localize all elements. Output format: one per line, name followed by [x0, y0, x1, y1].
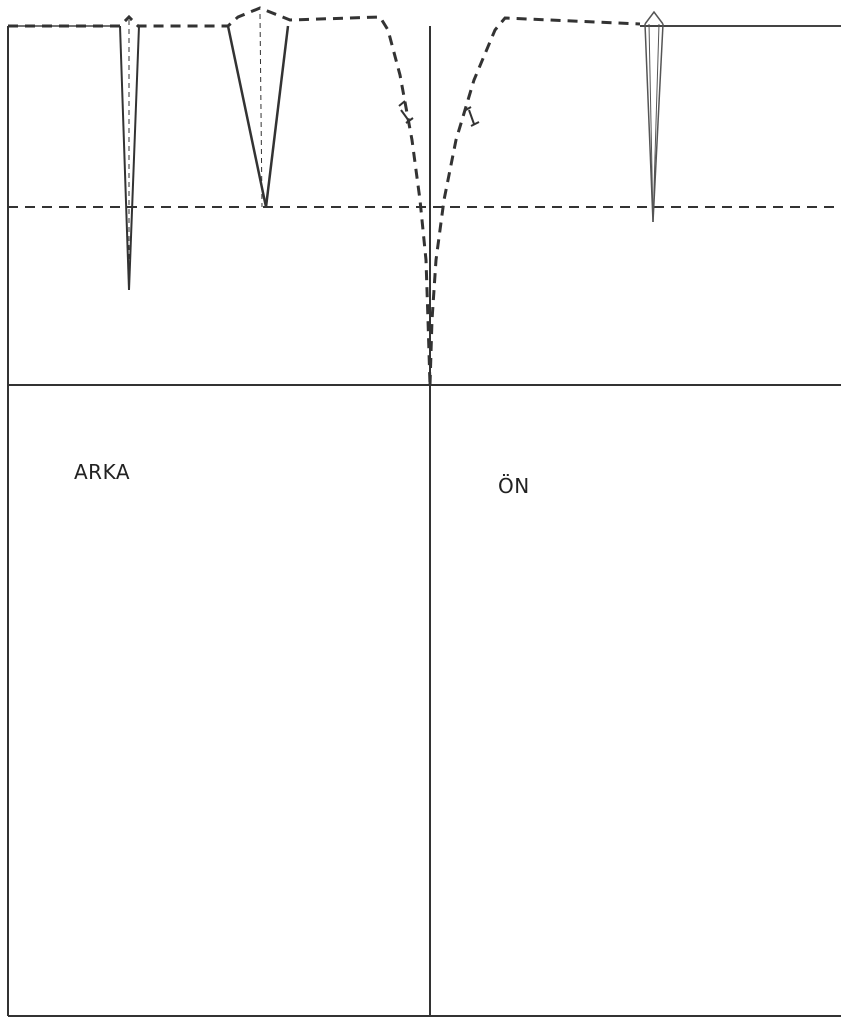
notch-back-bottom: [405, 117, 414, 124]
dashed-front-contour: [428, 16, 641, 386]
back-panel-label: ARKA: [74, 460, 131, 484]
notch-back-top: [398, 100, 406, 107]
back-dart-2-left-leg: [226, 25, 268, 208]
notch-marks: [398, 100, 480, 127]
front-dart-peak: [644, 10, 664, 25]
dashed-upper-contour: [8, 6, 432, 386]
back-dart-2-right-leg: [264, 25, 290, 208]
front-dart-right-leg: [652, 23, 664, 223]
notch-front-bottom: [470, 121, 480, 127]
notch-front-bar: [468, 109, 475, 125]
back-dart-2: [226, 13, 290, 208]
notch-back-bar: [400, 109, 410, 122]
back-dart-1-left-leg: [119, 25, 130, 291]
notch-front-top: [463, 106, 472, 112]
front-dart-inner-left: [648, 23, 654, 223]
back-dart-1-right-leg: [128, 25, 140, 291]
front-dart: [644, 10, 664, 223]
pattern-frame: [7, 26, 841, 1017]
front-panel-label: ÖN: [498, 474, 530, 498]
front-dart-left-leg: [644, 23, 654, 223]
back-dart-1: [119, 20, 140, 291]
front-dart-inner-right: [652, 23, 660, 223]
